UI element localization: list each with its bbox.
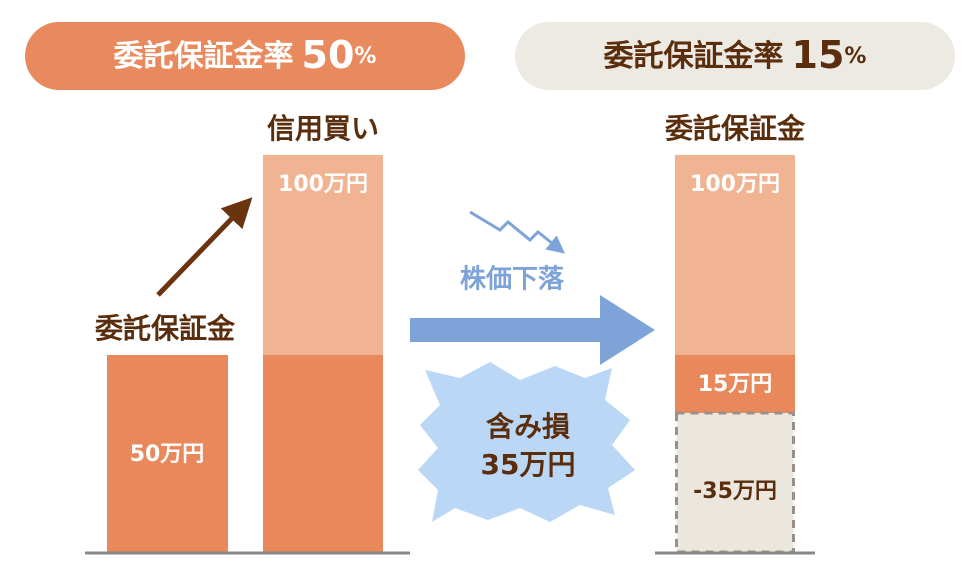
rate-label: 委託保証金率 (114, 39, 294, 74)
drop-label: 株価下落 (460, 265, 565, 295)
left-header: 委託保証金率 50% (114, 33, 377, 77)
drop-zigzag (469, 210, 566, 254)
leverage-arrow (156, 197, 253, 297)
credit-amount: 100万円 (690, 172, 780, 197)
loss-amount: 35万円 (481, 448, 576, 481)
credit-bar-top (263, 155, 383, 355)
transition-arrow (410, 295, 655, 365)
credit-bar-top (675, 155, 795, 355)
remaining-bar (675, 355, 795, 413)
rate-unit: % (844, 44, 866, 69)
margin-bar (107, 355, 228, 552)
rate-value: 15 (792, 33, 845, 77)
credit-amount: 100万円 (278, 172, 368, 197)
loss-label: 含み損 (486, 410, 570, 443)
left-header-pill (25, 22, 465, 90)
credit-bar-bottom (263, 355, 383, 552)
right-loss-amount: -35万円 (693, 479, 777, 504)
rate-unit: % (354, 44, 376, 69)
loss-cloud (418, 362, 635, 522)
margin-amount: 50万円 (130, 442, 205, 467)
credit-label: 信用買い (267, 112, 379, 145)
right-title: 委託保証金 (664, 112, 806, 145)
rate-label: 委託保証金率 (604, 39, 784, 74)
right-header-pill (515, 22, 955, 90)
remaining-amount: 15万円 (698, 372, 773, 397)
rate-value: 50 (302, 33, 355, 77)
right-header: 委託保証金率 15% (604, 33, 867, 77)
margin-label: 委託保証金 (94, 312, 236, 345)
